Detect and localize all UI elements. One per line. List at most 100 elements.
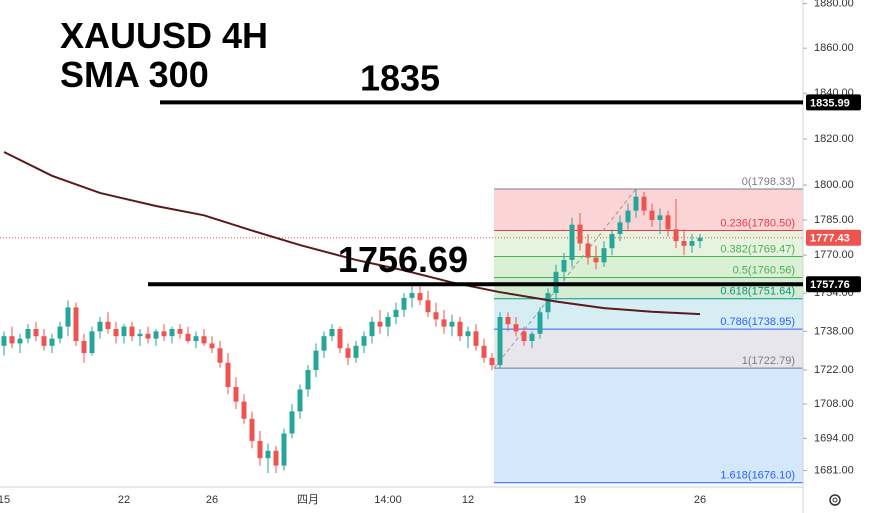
candle-body: [161, 331, 167, 337]
candle-body: [401, 297, 407, 310]
candle-body: [257, 440, 263, 459]
candle-body: [217, 348, 223, 363]
candle-body: [137, 333, 143, 337]
y-tick-label: 1722.00: [814, 364, 854, 376]
candle-body: [497, 316, 503, 366]
candle-body: [425, 300, 431, 313]
line-note: 1756.69: [338, 239, 468, 280]
candle-body: [393, 309, 399, 317]
candle-body: [193, 336, 199, 342]
line-note: 1835: [360, 57, 440, 98]
candle-body: [505, 316, 511, 325]
candle-body: [313, 350, 319, 370]
fib-zone: [494, 329, 803, 369]
candle-body: [353, 345, 359, 358]
fib-zone: [494, 230, 803, 257]
candle-body: [89, 331, 95, 354]
fib-label: 0.618(1751.64): [720, 286, 795, 298]
candle-body: [113, 328, 119, 337]
candle-body: [529, 333, 535, 342]
x-tick-label: 14:00: [374, 494, 402, 506]
candle-body: [225, 362, 231, 387]
candle-body: [241, 401, 247, 419]
candle-body: [209, 343, 215, 349]
y-tick-label: 1738.00: [814, 325, 854, 337]
candle-body: [185, 333, 191, 342]
candle-body: [673, 229, 679, 242]
y-tick-label: 1800.00: [814, 179, 854, 191]
candle-body: [369, 321, 375, 337]
candle-body: [585, 243, 591, 258]
candle-body: [457, 321, 463, 337]
candle-body: [25, 328, 31, 339]
candle-body: [9, 336, 15, 344]
x-tick-label: 12: [462, 494, 474, 506]
chart-subtitle: SMA 300: [60, 54, 209, 95]
fib-zone: [494, 256, 803, 278]
x-tick-label: 15: [0, 494, 10, 506]
candle-body: [577, 224, 583, 244]
candle-body: [265, 450, 271, 459]
fib-label: 1.618(1676.10): [720, 470, 795, 482]
candle-body: [65, 307, 71, 327]
candle-body: [177, 328, 183, 334]
last-price-marker: [806, 229, 861, 246]
candle-body: [689, 241, 695, 246]
fib-zone: [494, 368, 803, 483]
candle-body: [641, 196, 647, 211]
candle-body: [625, 210, 631, 223]
candle-body: [409, 293, 415, 298]
y-tick-label: 1880.00: [814, 0, 854, 9]
candle-body: [433, 312, 439, 320]
x-tick-label: 26: [206, 494, 218, 506]
price-marker: [806, 94, 861, 111]
candle-body: [281, 433, 287, 466]
y-tick-label: 1708.00: [814, 398, 854, 410]
candle-body: [681, 241, 687, 246]
candle-body: [633, 196, 639, 211]
fib-label: 0(1798.33): [742, 176, 795, 188]
candle-body: [57, 326, 63, 339]
price-marker: [806, 276, 861, 293]
fib-label: 0.382(1769.47): [720, 243, 795, 255]
candle-body: [233, 386, 239, 402]
candle-body: [73, 307, 79, 342]
price-marker-label: 1757.76: [810, 279, 850, 291]
candle-body: [41, 336, 47, 346]
candle-body: [49, 338, 55, 346]
candle-body: [17, 338, 23, 344]
fib-label: 0.236(1780.50): [720, 217, 795, 229]
candle-body: [377, 321, 383, 327]
candle-body: [417, 293, 423, 301]
settings-icon[interactable]: [829, 494, 841, 506]
candle-body: [609, 234, 615, 249]
candle-body: [657, 215, 663, 221]
y-tick-label: 1694.00: [814, 432, 854, 444]
candle-body: [129, 326, 135, 337]
candle-body: [593, 257, 599, 263]
candle-body: [81, 341, 87, 354]
candle-body: [649, 210, 655, 221]
candle-body: [249, 418, 255, 441]
last-price-label: 1777.43: [810, 233, 850, 245]
fib-zone: [494, 188, 803, 231]
candle-body: [321, 336, 327, 351]
candle-body: [521, 331, 527, 342]
y-tick-label: 1860.00: [814, 42, 854, 54]
candle-body: [385, 316, 391, 327]
candle-body: [665, 215, 671, 230]
fib-label: 0.786(1738.95): [720, 316, 795, 328]
x-tick-label: 26: [694, 494, 706, 506]
y-tick-label: 1681.00: [814, 464, 854, 476]
candle-body: [697, 237, 703, 242]
price-marker-label: 1835.99: [810, 97, 850, 109]
candle-body: [345, 348, 351, 358]
candle-body: [601, 248, 607, 263]
candle-body: [337, 328, 343, 349]
chart-title: XAUUSD 4H: [60, 15, 268, 56]
candle-body: [513, 324, 519, 332]
candle-body: [361, 336, 367, 346]
candle-body: [273, 450, 279, 466]
x-tick-label: 19: [574, 494, 586, 506]
